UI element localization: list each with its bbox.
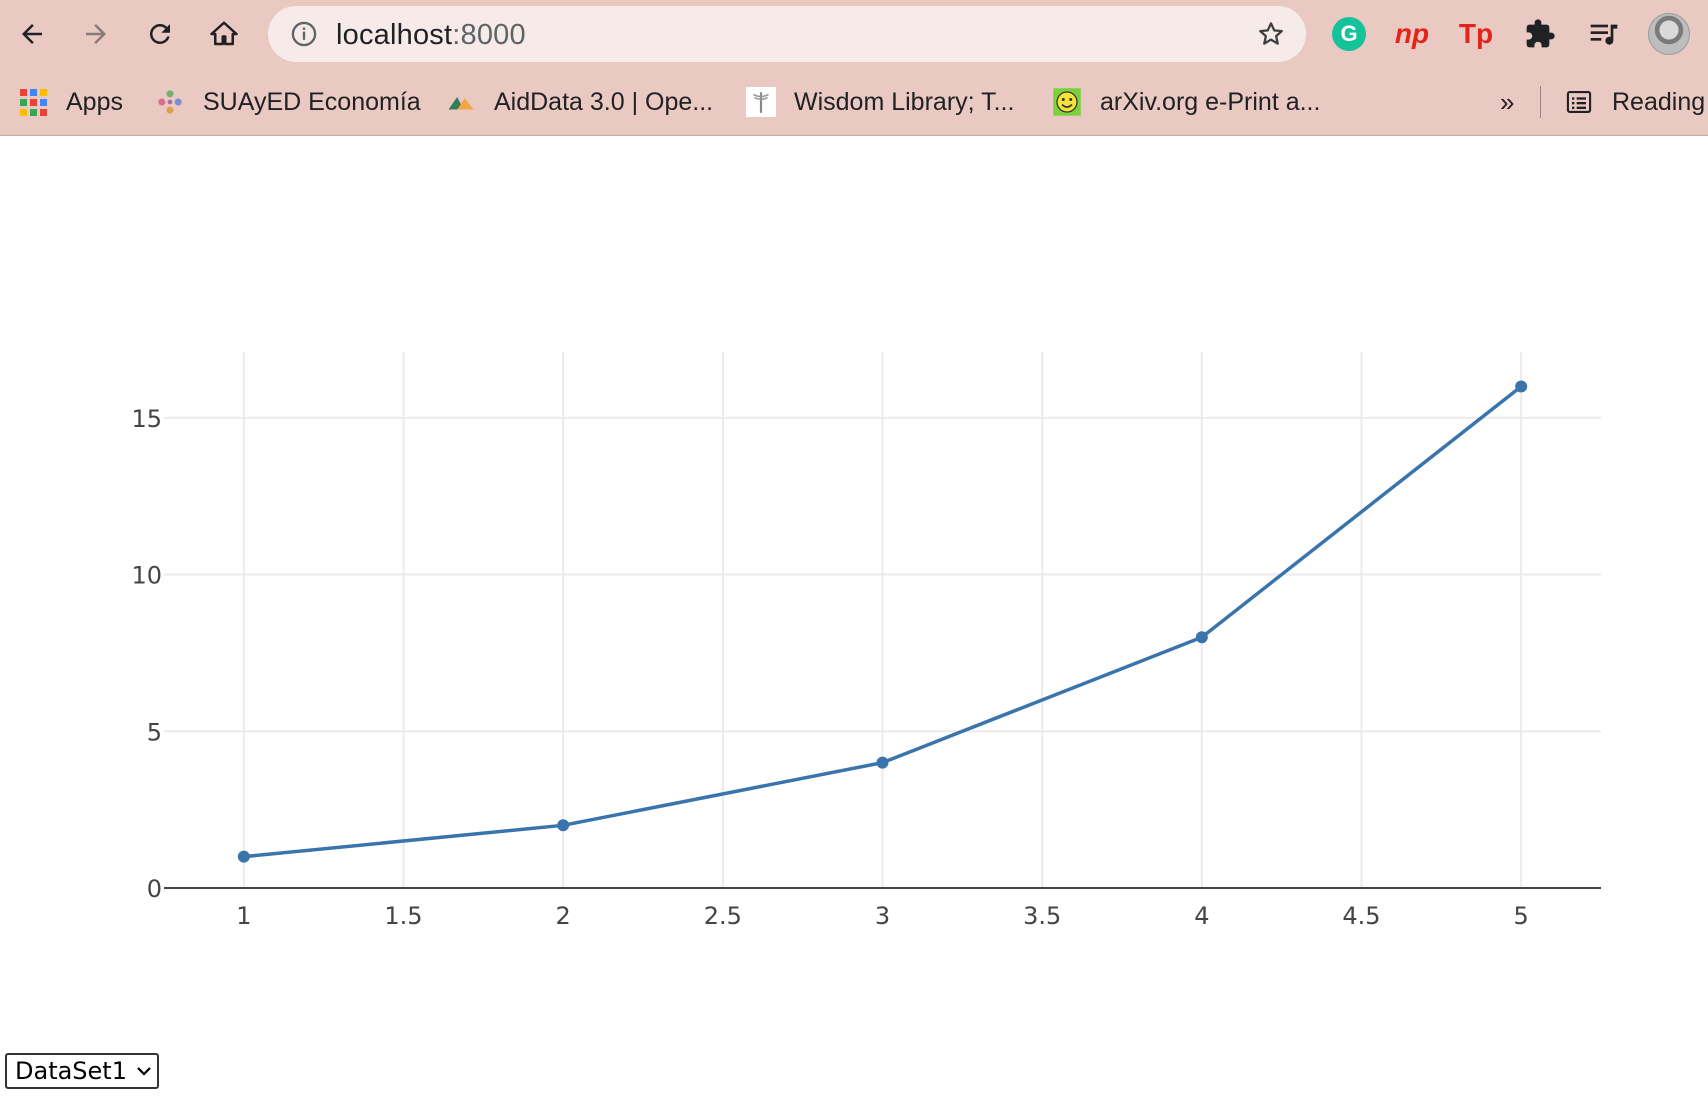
forward-arrow-icon	[86, 24, 106, 44]
bookmark-aiddata[interactable]: AidData 3.0 | Ope...	[446, 68, 713, 136]
bookmark-apps[interactable]: Apps	[18, 68, 123, 136]
extensions-puzzle-icon	[1526, 19, 1555, 48]
bookmark-arxiv[interactable]: arXiv.org e-Print a...	[1052, 68, 1320, 136]
star-icon[interactable]	[1256, 19, 1286, 49]
x-gridlines	[242, 352, 1523, 888]
bookmark-label: Apps	[66, 87, 123, 116]
x-tick-label: 5	[1514, 902, 1529, 930]
media-control-icon	[1590, 24, 1618, 45]
y-tick-label: 10	[131, 562, 162, 590]
data-point	[557, 819, 570, 832]
extensions-button[interactable]	[1520, 14, 1560, 54]
profile-avatar[interactable]	[1648, 13, 1690, 55]
info-icon[interactable]	[290, 20, 318, 48]
media-control-button[interactable]	[1584, 14, 1624, 54]
reading-list-button[interactable]: Reading	[1564, 68, 1705, 136]
aiddata-favicon-icon	[446, 87, 476, 117]
suayed-favicon-icon	[155, 87, 185, 117]
y-axis: 0 5 10 15	[131, 405, 162, 903]
back-button[interactable]	[10, 12, 54, 56]
np-extension-icon[interactable]: np	[1394, 18, 1430, 49]
bookmarks-divider	[1540, 86, 1541, 118]
home-button[interactable]	[202, 12, 246, 56]
reading-list-icon	[1564, 87, 1594, 117]
y-tick-label: 15	[131, 405, 162, 433]
line-chart[interactable]: 1 1.5 2 2.5 3 3.5 4 4.5 5 0 5 10 15	[0, 136, 1708, 1036]
home-icon	[210, 21, 238, 46]
x-tick-label: 2.5	[704, 902, 742, 930]
data-point	[1195, 631, 1208, 644]
y-gridlines	[164, 416, 1601, 733]
x-tick-label: 4	[1194, 902, 1209, 930]
apps-grid-icon	[18, 87, 48, 117]
x-tick-label: 4.5	[1342, 902, 1380, 930]
back-arrow-icon	[22, 24, 42, 44]
bookmark-label: AidData 3.0 | Ope...	[494, 87, 714, 116]
reload-button[interactable]	[138, 12, 182, 56]
tp-extension-icon[interactable]: Tp	[1458, 18, 1494, 49]
bookmark-label: SUAyED Economía	[203, 87, 421, 116]
dataset-select-value: DataSet1	[15, 1057, 127, 1085]
reading-list-label: Reading	[1612, 87, 1706, 116]
x-tick-label: 3	[875, 902, 890, 930]
bookmarks-overflow-button[interactable]: »	[1500, 86, 1515, 117]
line-chart-svg[interactable]: 1 1.5 2 2.5 3 3.5 4 4.5 5 0 5 10 15	[0, 136, 1708, 1036]
address-bar[interactable]: localhost:8000	[268, 6, 1306, 62]
x-tick-label: 2	[556, 902, 571, 930]
x-tick-label: 1	[236, 902, 251, 930]
y-tick-label: 5	[147, 718, 162, 746]
x-axis: 1 1.5 2 2.5 3 3.5 4 4.5 5	[164, 887, 1601, 930]
grammarly-extension-button[interactable]: G	[1329, 14, 1369, 54]
data-point	[237, 850, 250, 863]
browser-toolbar: localhost:8000 G np Tp	[0, 0, 1708, 68]
data-point	[876, 756, 889, 769]
bookmark-wisdom-library[interactable]: Wisdom Library; T...	[746, 68, 1014, 136]
reload-icon	[149, 23, 170, 44]
x-tick-label: 1.5	[384, 902, 422, 930]
x-tick-label: 3.5	[1023, 902, 1061, 930]
bookmarks-bar: Apps SUAyED Economía AidData 3.0 | Ope..…	[0, 68, 1708, 136]
dataset-select[interactable]: DataSet1	[5, 1053, 159, 1089]
arxiv-favicon-icon	[1052, 87, 1082, 117]
url-port: :8000	[452, 19, 526, 51]
series-layer	[237, 380, 1528, 863]
bookmark-label: arXiv.org e-Print a...	[1100, 87, 1321, 116]
url-host: localhost	[336, 19, 453, 51]
data-point	[1515, 380, 1528, 393]
bookmark-suayed[interactable]: SUAyED Economía	[155, 68, 421, 136]
grammarly-icon: G	[1332, 17, 1366, 51]
forward-button[interactable]	[74, 12, 118, 56]
chevron-down-icon	[137, 1067, 151, 1076]
wisdom-library-favicon-icon	[746, 87, 776, 117]
bookmark-label: Wisdom Library; T...	[794, 87, 1015, 116]
url-text[interactable]: localhost:8000	[336, 19, 526, 52]
y-tick-label: 0	[147, 875, 162, 903]
